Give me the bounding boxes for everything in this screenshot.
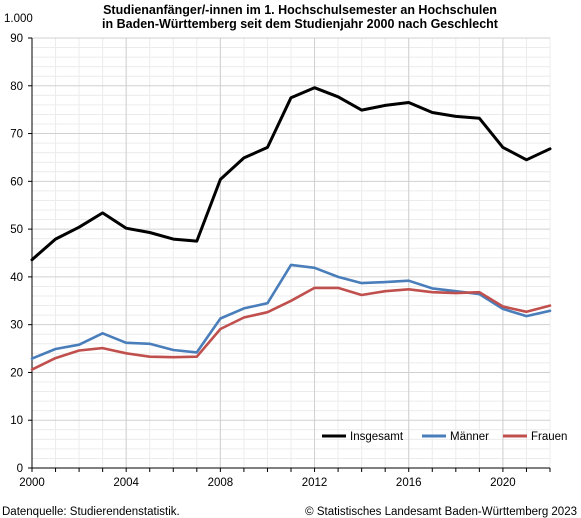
grid-lines [32,37,551,468]
legend-label: Männer [450,431,489,443]
x-tick-label: 2012 [302,477,328,489]
legend: Insgesamt Männer Frauen [322,431,567,443]
y-tick-label: 50 [10,224,23,236]
series-lines [30,86,552,371]
legend-label: Insgesamt [350,431,404,443]
x-tick-label: 2004 [113,477,139,489]
y-tick-label: 30 [10,320,23,332]
y-tick-label: 10 [10,415,23,427]
y-tick-label: 20 [10,367,23,379]
y-tick-label: 40 [10,272,23,284]
y-tick-label: 60 [10,176,23,188]
x-tick-label: 2000 [19,477,45,489]
y-tick-label: 0 [17,463,23,475]
series-line-insgesamt [30,86,552,262]
y-tick-label: 80 [10,81,23,93]
x-tick-label: 2008 [208,477,234,489]
chart-subtitle: in Baden-Württemberg seit dem Studienjah… [102,17,499,31]
y-tick-label: 90 [10,33,23,45]
chart-title: Studienanfänger/-innen im 1. Hochschulse… [103,3,497,17]
source-note: Datenquelle: Studierendenstatistik. [2,506,180,518]
series-line-frauen [30,286,552,371]
unit-label: 1.000 [4,13,33,25]
x-tick-label: 2016 [396,477,422,489]
x-tick-label: 2020 [490,477,516,489]
x-tick-labels: 2000 2004 2008 2012 2016 2020 [19,468,551,489]
y-tick-labels: 0 10 20 30 40 50 60 70 80 90 [10,33,32,475]
y-tick-label: 70 [10,129,23,141]
legend-label: Frauen [531,431,567,443]
copyright-note: © Statistisches Landesamt Baden-Württemb… [305,506,577,518]
